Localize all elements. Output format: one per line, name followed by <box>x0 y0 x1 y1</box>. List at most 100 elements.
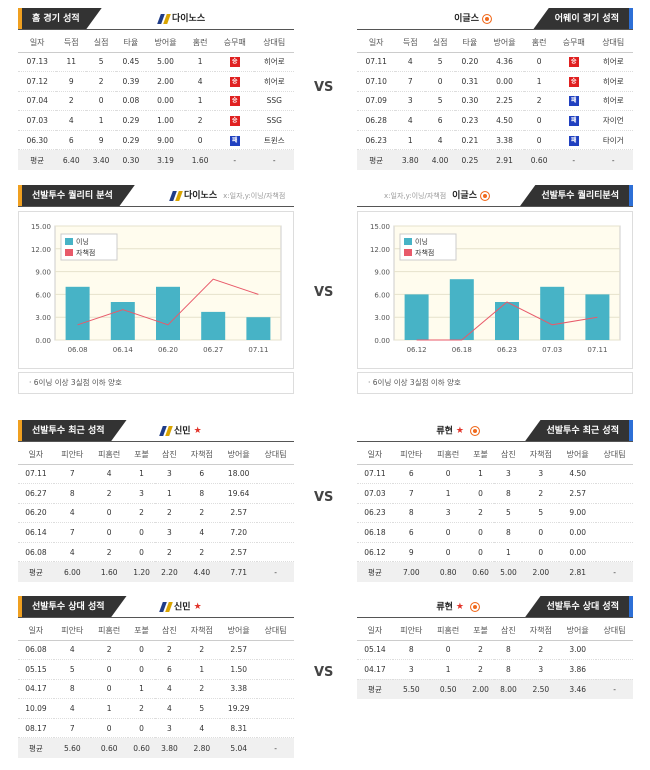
cell-date: 06.20 <box>18 503 54 524</box>
result-badge-win: 승 <box>229 57 240 68</box>
cell-er: 2 <box>183 679 221 700</box>
table-row: 06.12 9 0 0 1 0 0.00 <box>357 542 633 563</box>
column-header: 포볼 <box>466 446 495 465</box>
summary-cell-date: 평균 <box>357 561 393 582</box>
away-results-header: 이글스 어웨이 경기 성적 <box>357 8 633 30</box>
cell-bb: 2 <box>127 698 156 719</box>
cell-er: 1 <box>183 659 221 680</box>
summary-cell-result: - <box>215 149 255 170</box>
summary-cell-bb: 0.60 <box>466 561 495 582</box>
column-header: 삼진 <box>494 622 523 641</box>
cell-avg: 0.29 <box>115 110 146 131</box>
eagles-logo-icon <box>482 13 492 24</box>
column-header: 상대팀 <box>596 446 633 465</box>
dinos-logo-icon <box>169 190 183 201</box>
result-badge-lose: 패 <box>568 116 579 127</box>
cell-so: 5 <box>494 503 523 524</box>
bar-innings <box>246 317 271 340</box>
summary-cell-er: 2.80 <box>183 737 221 758</box>
cell-opp <box>596 640 633 661</box>
cell-h: 4 <box>53 542 91 563</box>
eagles-logo-icon <box>480 190 490 201</box>
table-row: 07.03 7 1 0 8 2 2.57 <box>357 483 633 504</box>
summary-row: 평균 5.50 0.50 2.00 8.00 2.50 3.46- <box>357 679 633 699</box>
cell-runs: 9 <box>56 71 87 92</box>
cell-era: 2.57 <box>220 640 258 661</box>
cell-hr: 1 <box>429 483 467 504</box>
legend-label-earned-runs: 자책점 <box>415 248 434 257</box>
cell-bb: 0 <box>466 542 495 563</box>
column-header: 일자 <box>18 446 54 465</box>
summary-cell-opp: - <box>257 737 294 758</box>
x-tick-label: 06.14 <box>113 346 134 354</box>
cell-allowed: 5 <box>425 91 455 112</box>
home-results-panel: 홈 경기 성적 다이노스 일자 득점 실점 타율 방어율 홈런 승무패 상대팀 07.13 11… <box>18 8 294 170</box>
cell-date: 04.17 <box>18 679 54 700</box>
column-header: 방어율 <box>145 34 186 53</box>
summary-cell-runs: 3.80 <box>395 149 426 170</box>
summary-cell-h: 5.50 <box>392 679 430 699</box>
y-tick-label: 0.00 <box>374 337 390 345</box>
x-tick-label: 07.03 <box>542 346 562 354</box>
cell-opp <box>257 679 294 700</box>
y-tick-label: 15.00 <box>370 223 390 231</box>
table-row: 07.12 9 2 0.39 2.00 4 승 히어로 <box>18 71 294 92</box>
cell-opp: 히어로 <box>254 52 294 73</box>
legend-swatch-innings <box>65 238 73 245</box>
x-tick-label: 07.11 <box>248 346 268 354</box>
summary-cell-bb: 1.20 <box>127 561 156 582</box>
cell-runs: 1 <box>395 130 426 151</box>
column-header: 방어율 <box>559 622 597 641</box>
summary-cell-date: 평균 <box>18 149 57 170</box>
result-badge-win: 승 <box>229 116 240 127</box>
cell-date: 07.04 <box>18 91 57 112</box>
column-header: 자책점 <box>183 446 221 465</box>
cell-era: 9.00 <box>559 503 597 524</box>
cell-opp <box>596 464 633 485</box>
bar-innings <box>110 302 135 340</box>
quality-chart-left-svg: 0.00 3.00 6.00 9.00 12.00 15.00 06.08 06.14 06.2… <box>31 223 282 354</box>
x-tick-label: 06.20 <box>158 346 178 354</box>
cell-opp <box>257 483 294 504</box>
recent-right-table: 일자 피안타 피홈런 포볼 삼진 자책점 방어율 상대팀 07.11 6 0 1 3 3 4.50 07.0… <box>357 446 633 582</box>
cell-result: 패 <box>554 91 594 112</box>
cell-allowed: 0 <box>86 91 116 112</box>
column-header: 일자 <box>18 622 54 641</box>
column-header: 삼진 <box>494 446 523 465</box>
summary-cell-date: 평균 <box>18 737 54 758</box>
summary-cell-hr: 1.60 <box>90 561 128 582</box>
column-header: 승무패 <box>215 34 255 53</box>
cell-opp: SSG <box>254 91 294 112</box>
cell-hr: 0 <box>185 130 216 151</box>
column-header: 삼진 <box>155 446 184 465</box>
cell-date: 06.08 <box>18 542 54 563</box>
vs-label: VS <box>314 665 334 680</box>
summary-cell-opp: - <box>593 149 633 170</box>
cell-hr: 0 <box>90 679 128 700</box>
cell-date: 06.23 <box>357 130 396 151</box>
cell-opp <box>257 503 294 524</box>
away-results-panel: 이글스 어웨이 경기 성적 일자 득점 실점 타율 방어율 홈런 승무패 상대팀 07.11 4… <box>357 8 633 170</box>
column-header: 자책점 <box>183 622 221 641</box>
column-header: 타율 <box>115 34 146 53</box>
dinos-logo-icon <box>157 13 171 24</box>
cell-avg: 0.30 <box>454 91 485 112</box>
star-icon: ★ <box>455 426 464 436</box>
cell-era: 2.25 <box>484 91 525 112</box>
cell-date: 07.11 <box>357 464 393 485</box>
cell-h: 3 <box>392 659 430 680</box>
cell-date: 05.14 <box>357 640 393 661</box>
cell-runs: 4 <box>56 110 87 131</box>
cell-h: 7 <box>53 718 91 739</box>
cell-er: 0 <box>522 522 560 543</box>
summary-cell-so: 2.20 <box>155 561 184 582</box>
cell-opp <box>596 483 633 504</box>
cell-avg: 0.23 <box>454 110 485 131</box>
cell-date: 06.28 <box>357 110 396 131</box>
recent-right-header: 류현 ★ 선발투수 최근 성적 <box>357 420 633 442</box>
quality-right-team: x:일자,y:이닝/자책점 이글스 <box>378 185 493 207</box>
y-tick-label: 6.00 <box>35 291 51 299</box>
summary-cell-runs: 6.40 <box>56 149 87 170</box>
cell-era: 1.50 <box>220 659 258 680</box>
